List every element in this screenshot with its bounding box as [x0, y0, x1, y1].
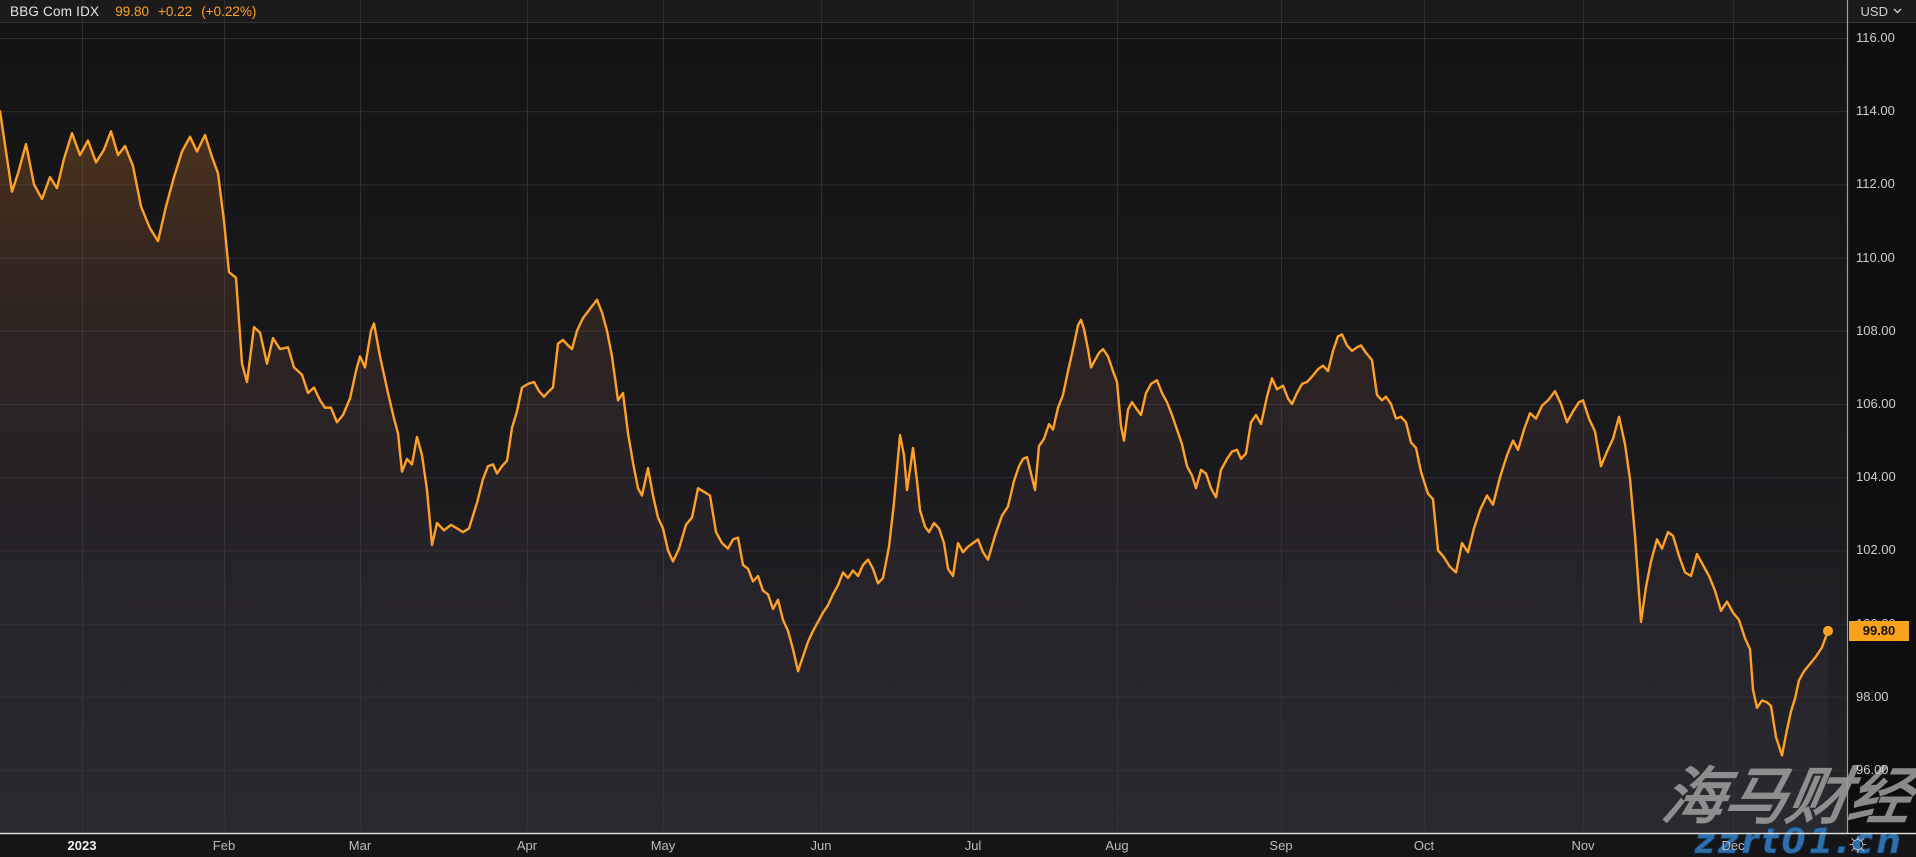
price-line — [0, 110, 1830, 757]
month-tick-label: Mar — [348, 838, 372, 853]
month-tick-label: Aug — [1105, 838, 1129, 853]
last-price-axis-badge: 99.80 — [1849, 620, 1909, 641]
sun-icon: ☼ — [1845, 826, 1871, 857]
instrument-symbol: BBG Com IDX — [10, 3, 100, 19]
month-tick-label: Feb — [212, 838, 236, 853]
currency-selector[interactable]: USD — [1861, 4, 1902, 19]
price-axis[interactable]: 116.00 114.00 112.00 110.00 108.00 106.00 104.… — [1847, 22, 1916, 833]
month-tick-label: Nov — [1571, 838, 1595, 853]
month-tick-label: Jul — [964, 838, 982, 853]
price-change: +0.22 — [158, 3, 193, 19]
last-price-dot — [1823, 625, 1833, 636]
area-fill — [0, 111, 1828, 833]
chevron-down-icon — [1893, 8, 1902, 14]
time-axis-bg — [0, 833, 1916, 857]
month-tick-label: 2023 — [67, 838, 97, 853]
price-tick-label: 110.00 — [1856, 249, 1895, 265]
month-tick-label: Sep — [1269, 838, 1293, 853]
price-tick-label: 102.00 — [1856, 542, 1896, 558]
month-tick-label: Jun — [810, 838, 832, 853]
price-tick-label: 114.00 — [1856, 103, 1895, 119]
month-tick-label: Dec — [1721, 838, 1745, 853]
price-tick-label: 106.00 — [1856, 396, 1896, 411]
header-bg — [0, 0, 1916, 22]
price-axis-bg — [1847, 22, 1916, 833]
quote-readout: 99.80 +0.22 (+0.22%) — [115, 4, 256, 19]
price-tick-label: 112.00 — [1856, 176, 1895, 192]
currency-label: USD — [1860, 3, 1888, 19]
watermark-domain: zzrt01.cn — [1694, 822, 1904, 857]
price-tick-label: 108.00 — [1856, 322, 1896, 338]
month-tick-label: May — [650, 838, 676, 853]
chart-header: BBG Com IDX 99.80 +0.22 (+0.22%) USD — [0, 0, 1916, 22]
last-price: 99.80 — [115, 3, 150, 19]
time-axis[interactable]: 2023 Feb Mar Apr May Jun Jul Aug Sep Oct Nov Dec — [0, 835, 1847, 857]
price-tick-label: 116.00 — [1856, 30, 1895, 45]
price-change-pct: (+0.22%) — [201, 3, 257, 19]
price-tick-label: 104.00 — [1856, 469, 1896, 485]
price-tick-label: 96.00 — [1856, 762, 1889, 777]
month-tick-label: Oct — [1413, 838, 1435, 853]
watermark-cjk: 海马财经 — [1657, 760, 1916, 832]
price-tick-label: 98.00 — [1856, 688, 1889, 704]
month-tick-label: Apr — [516, 838, 538, 853]
